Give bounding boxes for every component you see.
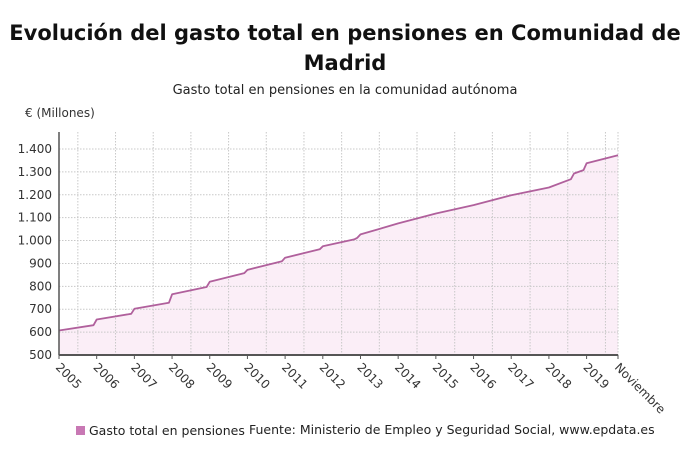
x-tick-label: 2013 [354,360,385,391]
x-tick-label: 2014 [392,360,423,391]
x-tick-label: 2015 [430,360,461,391]
legend-swatch [76,426,85,435]
x-tick-label: 2010 [241,360,272,391]
series-line [58,154,619,332]
x-tick-label: 2005 [53,360,84,391]
y-tick-label: 1.300 [18,165,52,179]
series-area [59,155,618,355]
x-tick-label: 2019 [580,360,611,391]
y-tick-label: 1.100 [18,211,52,225]
x-tick-label: 2011 [279,360,310,391]
x-tick-label: 2012 [317,360,348,391]
x-tick-label: Noviembre [612,360,668,416]
y-tick-label: 1.000 [18,234,52,248]
y-tick-label: 900 [29,256,52,270]
x-tick-label: 2018 [543,360,574,391]
legend: Gasto total en pensiones [76,423,245,438]
x-tick-label: 2008 [166,360,197,391]
y-tick-label: 1.400 [18,142,52,156]
y-tick-label: 600 [29,325,52,339]
x-tick-label: 2007 [128,360,159,391]
y-tick-label: 800 [29,279,52,293]
chart-title: Evolución del gasto total en pensiones e… [9,21,681,75]
x-tick-label: 2016 [467,360,498,391]
x-tick-label: 2017 [505,360,536,391]
legend-label: Gasto total en pensiones [89,423,245,438]
chart-subtitle: Gasto total en pensiones en la comunidad… [172,83,518,98]
y-tick-label: 500 [29,348,52,362]
y-tick-label: 1.200 [18,188,52,202]
source-note: Fuente: Ministerio de Empleo y Seguridad… [249,422,655,437]
y-tick-label: 700 [29,302,52,316]
y-axis-label: € (Millones) [25,106,95,120]
x-tick-label: 2006 [91,360,122,391]
x-tick-label: 2009 [204,360,235,391]
